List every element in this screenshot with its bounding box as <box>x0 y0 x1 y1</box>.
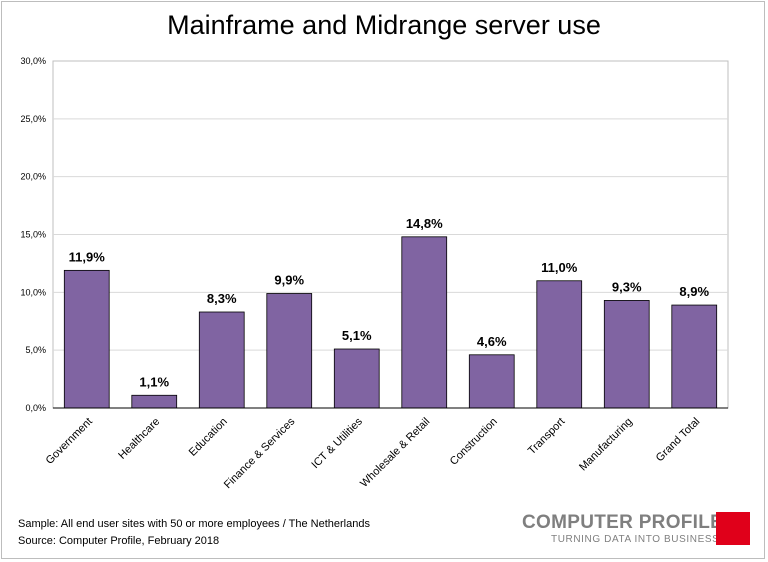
data-label: 11,0% <box>541 260 578 275</box>
logo-name: COMPUTER PROFILE <box>522 512 724 533</box>
bar <box>536 280 583 409</box>
bar <box>333 348 380 409</box>
x-tick-label: ICT & Utilities <box>309 415 365 471</box>
x-tick-label: Wholesale & Retail <box>358 416 432 490</box>
y-tick-label: 5,0% <box>25 345 46 355</box>
data-label: 4,6% <box>477 334 507 349</box>
x-tick-label: Healthcare <box>116 416 162 462</box>
y-tick-label: 25,0% <box>20 114 46 124</box>
x-tick-label: Construction <box>448 416 500 468</box>
logo-square-icon <box>716 512 750 545</box>
bar <box>63 269 110 409</box>
data-label: 1,1% <box>139 374 169 389</box>
x-tick-label: Grand Total <box>654 416 703 465</box>
x-tick-label: Finance & Services <box>222 415 298 491</box>
computer-profile-logo: COMPUTER PROFILE TURNING DATA INTO BUSIN… <box>522 512 752 546</box>
data-label: 8,9% <box>679 284 709 299</box>
x-tick-label: Manufacturing <box>577 416 635 474</box>
x-tick-label: Government <box>44 416 95 467</box>
data-label: 11,9% <box>69 249 106 264</box>
bar <box>198 311 245 409</box>
bar <box>468 354 515 409</box>
bar <box>603 300 650 409</box>
bar <box>671 304 718 409</box>
y-tick-label: 0,0% <box>25 403 46 413</box>
data-label: 5,1% <box>342 328 372 343</box>
data-label: 14,8% <box>406 216 443 231</box>
data-label: 9,3% <box>612 279 642 294</box>
x-tick-label: Transport <box>526 416 567 457</box>
chart-title: Mainframe and Midrange server use <box>167 10 601 40</box>
data-label: 8,3% <box>207 291 237 306</box>
y-tick-label: 20,0% <box>20 172 46 182</box>
data-label: 9,9% <box>274 272 304 287</box>
y-tick-label: 15,0% <box>20 230 46 240</box>
bar <box>131 394 178 409</box>
logo-tagline: TURNING DATA INTO BUSINESS <box>551 534 720 545</box>
bar <box>401 236 448 409</box>
bar <box>266 293 313 409</box>
source-note: Source: Computer Profile, February 2018 <box>18 535 220 547</box>
y-tick-label: 10,0% <box>20 287 46 297</box>
sample-note: Sample: All end user sites with 50 or mo… <box>18 518 370 530</box>
y-tick-label: 30,0% <box>20 56 46 66</box>
x-tick-label: Education <box>187 416 230 459</box>
